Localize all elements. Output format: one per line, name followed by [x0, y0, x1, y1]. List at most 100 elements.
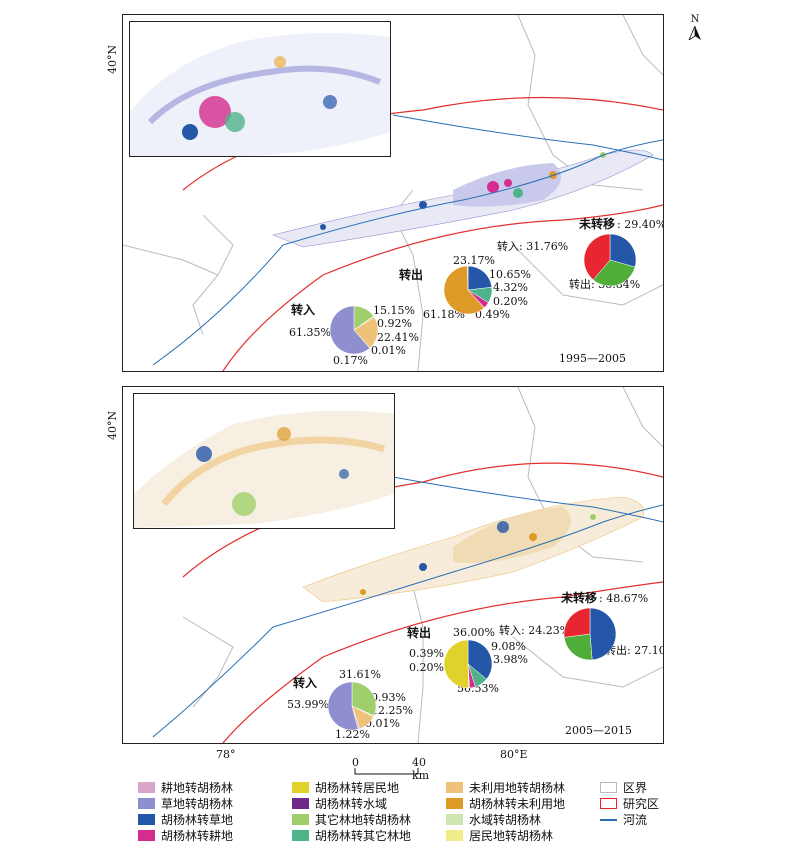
map-legend: 耕地转胡杨林 草地转胡杨林 胡杨林转草地 胡杨林转耕地 胡杨林转居民地 胡杨林转水域 其它林…	[138, 780, 698, 860]
inset-map-top	[129, 21, 391, 157]
out-value: 3.98%	[493, 653, 528, 666]
legend-label: 区界	[623, 781, 648, 795]
patch-grass	[497, 521, 509, 533]
patch-forest-in	[590, 514, 596, 520]
out-value: 36.00%	[453, 626, 495, 639]
inset-patch-forest-in	[232, 492, 256, 516]
out-pie-title: 转出	[399, 268, 424, 282]
legend-label: 水域转胡杨林	[469, 813, 542, 827]
legend-label: 胡杨林转未利用地	[469, 797, 566, 811]
patch-grass	[419, 201, 427, 209]
summary-in-label: 转入: 24.23%	[499, 624, 571, 637]
map-canvas-top	[123, 15, 663, 371]
river	[152, 504, 663, 738]
legend-item: 区界	[600, 780, 647, 796]
pie-slice	[467, 265, 469, 291]
legend-swatch	[138, 830, 155, 841]
patch-unused	[360, 589, 366, 595]
legend-swatch	[600, 782, 617, 793]
longitude-label: 80°E	[500, 748, 528, 761]
legend-swatch	[292, 830, 309, 841]
legend-swatch	[446, 814, 463, 825]
north-arrow-icon	[688, 25, 701, 42]
north-label: N	[690, 14, 700, 25]
legend-label: 胡杨林转草地	[161, 813, 234, 827]
legend-label: 草地转胡杨林	[161, 797, 234, 811]
legend-swatch	[138, 782, 155, 793]
river	[152, 139, 663, 366]
map-panel-2005-2015: 未转移 : 48.67% 转入: 24.23% 转出: 27.10% 转出 36…	[122, 386, 664, 744]
legend-swatch	[138, 814, 155, 825]
out-value: 0.20%	[493, 295, 528, 308]
out-value: 0.39%	[409, 647, 444, 660]
period-label: 1995—2005	[559, 352, 626, 365]
inset-patch-grass	[182, 124, 198, 140]
scale-zero: 0	[352, 756, 359, 769]
pie-slice	[583, 233, 611, 281]
pie-slice	[609, 233, 637, 268]
legend-swatch	[600, 798, 617, 809]
out-pie-title: 转出	[407, 626, 432, 640]
in-pie-bottom	[327, 681, 377, 731]
district-boundary	[517, 15, 644, 191]
legend-label: 胡杨林转水域	[315, 797, 388, 811]
legend-item: 胡杨林转水域	[292, 796, 387, 812]
map-panel-1995-2005: 未转移 : 29.40% 转入: 31.76% 转出: 38.84% 转出 23…	[122, 14, 664, 372]
district-boundary	[512, 244, 663, 306]
study-area-boundary	[222, 204, 663, 371]
patch-grass	[320, 224, 326, 230]
inset-patch	[134, 410, 394, 528]
in-value: 1.22%	[335, 728, 370, 741]
legend-label: 胡杨林转耕地	[161, 829, 234, 843]
latitude-label: 40°N	[106, 44, 119, 74]
legend-label: 未利用地转胡杨林	[469, 781, 566, 795]
legend-swatch	[292, 798, 309, 809]
change-patches	[302, 496, 645, 603]
pie-slice	[329, 305, 371, 355]
out-value: 0.49%	[475, 308, 510, 321]
pie-slice	[589, 607, 617, 661]
patch-unused	[529, 533, 537, 541]
patch-grass	[419, 563, 427, 571]
legend-item: 居民地转胡杨林	[446, 828, 553, 844]
in-pie-top	[329, 305, 379, 355]
legend-item: 耕地转胡杨林	[138, 780, 233, 796]
pie-slice	[563, 607, 591, 638]
inset-canvas	[130, 33, 390, 156]
legend-item: 胡杨林转未利用地	[446, 796, 565, 812]
patch-forest	[513, 188, 523, 198]
summary-unchanged-value: : 48.67%	[599, 592, 649, 605]
out-value: 61.18%	[423, 308, 465, 321]
patch-farm	[487, 181, 499, 193]
legend-swatch	[446, 830, 463, 841]
legend-item: 草地转胡杨林	[138, 796, 233, 812]
out-pie-top	[443, 265, 493, 315]
district-boundary	[412, 586, 424, 743]
out-value: 10.65%	[489, 268, 531, 281]
latitude-label: 40°N	[106, 410, 119, 440]
legend-item: 研究区	[600, 796, 659, 812]
in-value: 0.93%	[371, 691, 406, 704]
legend-item: 河流	[600, 812, 647, 828]
summary-out-label: 转出: 27.10%	[605, 644, 663, 657]
in-value: 31.61%	[339, 668, 381, 681]
inset-patch-forest	[225, 112, 245, 132]
in-value: 0.01%	[371, 344, 406, 357]
in-pie-title: 转入	[291, 303, 316, 317]
summary-pie-top	[583, 233, 637, 287]
inset-patch-grass	[339, 469, 349, 479]
legend-swatch	[138, 798, 155, 809]
map-canvas-bottom	[152, 387, 663, 743]
pie-slice	[443, 639, 469, 689]
inset-patch-farm	[199, 96, 231, 128]
pie-slice	[327, 681, 359, 731]
inset-patch-unused	[274, 56, 286, 68]
district-boundary	[517, 387, 644, 563]
legend-item: 胡杨林转其它林地	[292, 828, 411, 844]
patch-farm	[504, 179, 512, 187]
summary-unchanged-title: 未转移	[561, 591, 598, 605]
legend-item: 其它林地转胡杨林	[292, 812, 411, 828]
in-value: 61.35%	[289, 326, 331, 339]
legend-label: 河流	[623, 813, 648, 827]
scale-end: 40 km	[412, 756, 430, 782]
